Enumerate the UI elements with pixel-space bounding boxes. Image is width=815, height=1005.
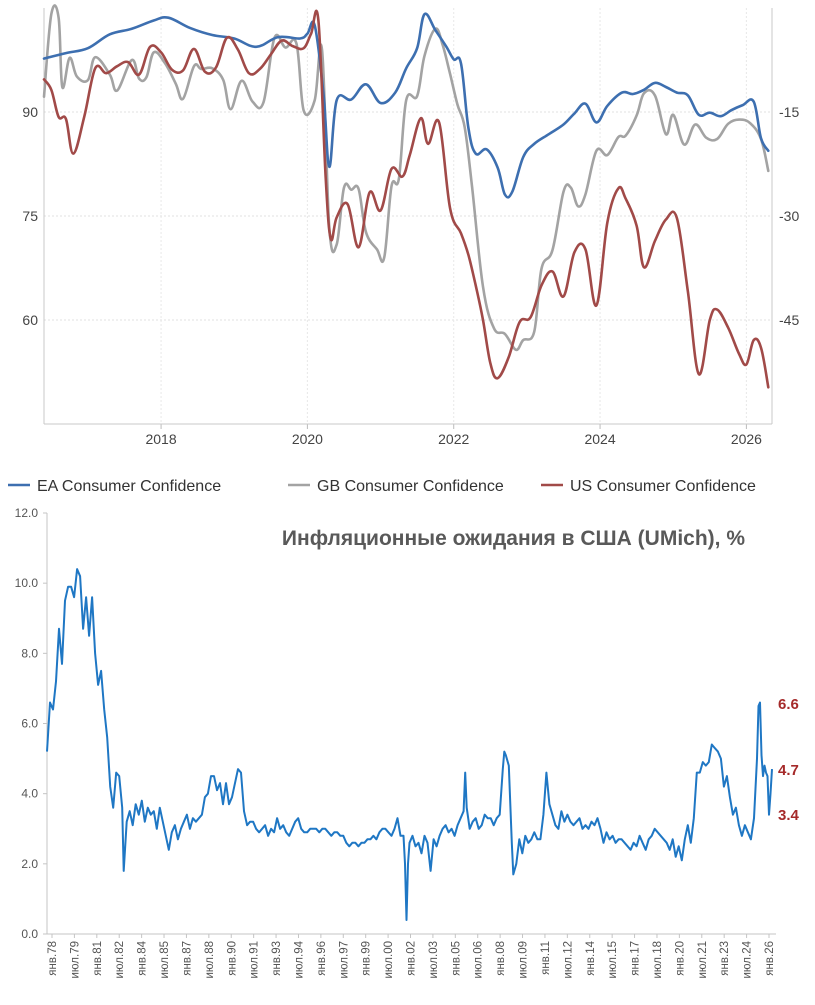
series-line-us (42, 9, 770, 389)
x-tick-label: июл.15 (607, 941, 619, 979)
bottom-chart-annotations: 6.6 4.7 3.4 (778, 696, 800, 824)
x-tick-label: июл.79 (69, 941, 81, 979)
x-tick-label: июл.12 (562, 941, 574, 979)
x-tick-label: янв.05 (450, 941, 462, 976)
top-chart-legend: EA Consumer Confidence GB Consumer Confid… (8, 478, 756, 495)
top-chart-tick-labels: 60 75 90 -45 -30 -15 2018 2020 2022 2024 2026 (22, 104, 799, 447)
x-tick-label: июл.09 (518, 941, 530, 979)
x-tick-label: янв.96 (316, 941, 328, 976)
y-tick-label: 2.0 (21, 857, 38, 871)
x-tick-label: янв.14 (585, 940, 597, 975)
x-tick-label: янв.93 (271, 941, 283, 976)
y-right-tick-label: -30 (779, 208, 799, 224)
y-left-tick-label: 75 (22, 208, 38, 224)
x-tick-label: 2026 (731, 431, 762, 447)
value-annotation: 6.6 (778, 696, 799, 713)
y-tick-label: 12.0 (15, 506, 39, 520)
x-tick-label: янв.08 (495, 941, 507, 976)
legend-label: US Consumer Confidence (570, 478, 756, 495)
y-tick-label: 6.0 (21, 717, 38, 731)
x-tick-label: янв.90 (226, 941, 238, 976)
x-tick-label: июл.03 (428, 941, 440, 979)
x-tick-label: янв.78 (47, 941, 59, 976)
x-tick-label: янв.81 (92, 941, 104, 976)
x-tick-label: 2018 (145, 431, 176, 447)
y-tick-label: 0.0 (21, 927, 38, 941)
series-line-ea (42, 12, 770, 199)
x-tick-label: июл.88 (204, 941, 216, 979)
series-line-gb (42, 4, 770, 352)
x-tick-label: июл.00 (383, 941, 395, 979)
x-tick-label: янв.87 (181, 941, 193, 976)
chart-title: Инфляционные ожидания в США (UMich), % (282, 527, 745, 550)
value-annotation: 3.4 (778, 807, 800, 824)
x-tick-label: янв.26 (764, 941, 776, 976)
y-right-tick-label: -15 (779, 104, 799, 120)
x-tick-label: июл.06 (473, 941, 485, 979)
bottom-chart-axes (43, 512, 776, 938)
x-tick-label: июл.21 (697, 941, 709, 979)
bottom-chart-series (46, 568, 773, 921)
x-tick-label: янв.02 (406, 941, 418, 976)
y-left-tick-label: 90 (22, 104, 38, 120)
y-tick-label: 10.0 (15, 576, 39, 590)
x-tick-label: янв.23 (719, 941, 731, 976)
x-tick-label: янв.17 (630, 941, 642, 976)
x-tick-label: 2020 (292, 431, 323, 447)
top-chart-axes (43, 8, 773, 429)
x-tick-label: 2022 (438, 431, 469, 447)
x-tick-label: июл.91 (249, 941, 261, 979)
y-tick-label: 4.0 (21, 787, 38, 801)
legend-label: EA Consumer Confidence (37, 478, 221, 495)
y-left-tick-label: 60 (22, 312, 38, 328)
x-tick-label: июл.82 (114, 941, 126, 979)
top-chart-grid (44, 8, 772, 424)
x-tick-label: июл.94 (294, 940, 306, 978)
value-annotation: 4.7 (778, 762, 799, 779)
x-tick-label: янв.20 (674, 941, 686, 976)
x-tick-label: 2024 (584, 431, 615, 447)
y-tick-label: 8.0 (21, 646, 38, 660)
legend-label: GB Consumer Confidence (317, 478, 504, 495)
top-chart-series (42, 4, 770, 389)
x-tick-label: июл.18 (652, 941, 664, 979)
x-tick-label: янв.11 (540, 941, 552, 975)
x-tick-label: янв.84 (137, 940, 149, 975)
x-tick-label: июл.85 (159, 941, 171, 979)
bottom-chart-tick-labels: 0.0 2.0 4.0 6.0 8.0 10.0 12.0 янв.78 июл.79 янв.8… (15, 506, 776, 979)
inflation-expectations-line (46, 568, 773, 921)
y-right-tick-label: -45 (779, 312, 799, 328)
x-tick-label: июл.97 (338, 941, 350, 979)
x-tick-label: янв.99 (361, 941, 373, 976)
x-tick-label: июл.24 (742, 940, 754, 978)
